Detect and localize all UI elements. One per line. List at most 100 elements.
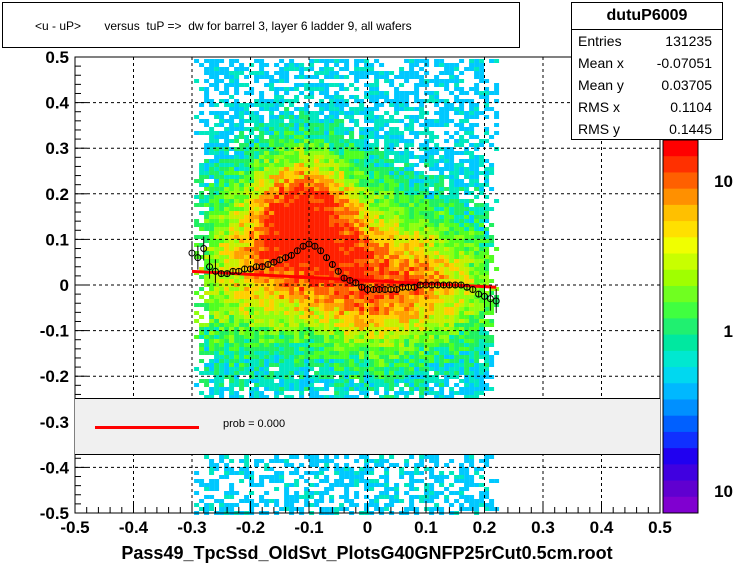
heatmap-cell <box>224 475 230 479</box>
heatmap-cell <box>434 455 440 459</box>
heatmap-cell <box>239 383 245 387</box>
heatmap-cell <box>364 131 370 135</box>
heatmap-cell <box>344 115 350 119</box>
heatmap-cell <box>429 375 435 379</box>
heatmap-cell <box>254 227 260 231</box>
heatmap-cell <box>344 187 350 191</box>
heatmap-cell <box>404 95 410 99</box>
heatmap-cell <box>304 351 310 355</box>
heatmap-cell <box>369 107 375 111</box>
heatmap-cell <box>424 375 430 379</box>
heatmap-cell <box>279 183 285 187</box>
heatmap-cell <box>289 347 295 351</box>
heatmap-cell <box>244 203 250 207</box>
heatmap-cell <box>359 267 365 271</box>
heatmap-cell <box>294 63 300 67</box>
heatmap-cell <box>344 391 350 395</box>
heatmap-cell <box>244 103 250 107</box>
heatmap-cell <box>329 163 335 167</box>
heatmap-cell <box>464 303 470 307</box>
heatmap-cell <box>454 303 460 307</box>
heatmap-cell <box>314 143 320 147</box>
heatmap-cell <box>364 95 370 99</box>
heatmap-cell <box>214 339 220 343</box>
heatmap-cell <box>214 335 220 339</box>
heatmap-cell <box>209 303 215 307</box>
heatmap-cell <box>389 395 395 399</box>
heatmap-cell <box>309 279 315 283</box>
heatmap-cell <box>289 119 295 123</box>
heatmap-cell <box>304 199 310 203</box>
heatmap-cell <box>364 199 370 203</box>
heatmap-cell <box>284 499 290 503</box>
heatmap-cell <box>404 267 410 271</box>
heatmap-cell <box>344 271 350 275</box>
heatmap-cell <box>374 139 380 143</box>
heatmap-cell <box>399 179 405 183</box>
heatmap-cell <box>254 315 260 319</box>
heatmap-cell <box>249 163 255 167</box>
heatmap-cell <box>279 79 285 83</box>
heatmap-cell <box>259 99 265 103</box>
heatmap-cell <box>379 191 385 195</box>
heatmap-cell <box>404 155 410 159</box>
heatmap-cell <box>414 315 420 319</box>
heatmap-cell <box>334 115 340 119</box>
heatmap-cell <box>349 183 355 187</box>
heatmap-cell <box>264 263 270 267</box>
heatmap-cell <box>439 395 445 399</box>
heatmap-cell <box>384 307 390 311</box>
heatmap-cell <box>234 223 240 227</box>
heatmap-cell <box>239 179 245 183</box>
heatmap-cell <box>254 75 260 79</box>
heatmap-cell <box>269 103 275 107</box>
heatmap-cell <box>359 199 365 203</box>
heatmap-cell <box>269 75 275 79</box>
heatmap-cell <box>469 355 475 359</box>
heatmap-cell <box>349 227 355 231</box>
heatmap-cell <box>454 75 460 79</box>
heatmap-cell <box>334 203 340 207</box>
heatmap-cell <box>369 95 375 99</box>
heatmap-cell <box>369 147 375 151</box>
heatmap-cell <box>244 363 250 367</box>
heatmap-cell <box>344 455 350 459</box>
heatmap-cell <box>349 371 355 375</box>
heatmap-cell <box>464 131 470 135</box>
heatmap-cell <box>339 179 345 183</box>
heatmap-cell <box>294 243 300 247</box>
heatmap-cell <box>239 379 245 383</box>
heatmap-cell <box>209 295 215 299</box>
heatmap-cell <box>199 327 205 331</box>
heatmap-cell <box>314 207 320 211</box>
heatmap-cell <box>234 279 240 283</box>
heatmap-cell <box>224 239 230 243</box>
heatmap-cell <box>314 119 320 123</box>
heatmap-cell <box>384 91 390 95</box>
heatmap-cell <box>364 343 370 347</box>
heatmap-cell <box>434 123 440 127</box>
heatmap-cell <box>409 115 415 119</box>
heatmap-cell <box>354 95 360 99</box>
heatmap-cell <box>379 187 385 191</box>
heatmap-cell <box>454 367 460 371</box>
heatmap-cell <box>359 239 365 243</box>
heatmap-cell <box>299 107 305 111</box>
heatmap-cell <box>304 491 310 495</box>
heatmap-cell <box>259 183 265 187</box>
heatmap-cell <box>374 227 380 231</box>
heatmap-cell <box>199 343 205 347</box>
heatmap-cell <box>254 99 260 103</box>
heatmap-cell <box>319 123 325 127</box>
heatmap-cell <box>359 363 365 367</box>
heatmap-cell <box>424 143 430 147</box>
heatmap-cell <box>259 259 265 263</box>
heatmap-cell <box>219 251 225 255</box>
heatmap-cell <box>354 123 360 127</box>
heatmap-cell <box>369 183 375 187</box>
heatmap-cell <box>204 227 210 231</box>
heatmap-cell <box>329 495 335 499</box>
heatmap-cell <box>274 299 280 303</box>
heatmap-cell <box>229 459 235 463</box>
heatmap-cell <box>284 291 290 295</box>
